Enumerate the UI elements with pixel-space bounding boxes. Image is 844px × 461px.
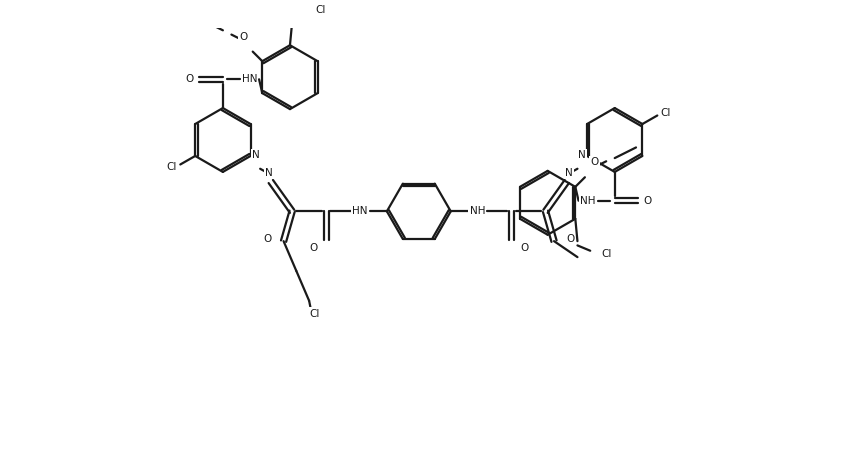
- Text: N: N: [565, 168, 573, 178]
- Text: O: O: [520, 242, 528, 253]
- Text: N: N: [252, 150, 260, 160]
- Text: O: O: [239, 32, 247, 41]
- Text: Cl: Cl: [661, 108, 671, 118]
- Text: NH: NH: [581, 195, 596, 206]
- Text: Cl: Cl: [166, 162, 177, 171]
- Text: O: O: [263, 234, 272, 244]
- Text: N: N: [265, 168, 273, 178]
- Text: Cl: Cl: [316, 5, 326, 15]
- Text: NH: NH: [469, 207, 485, 216]
- Text: O: O: [309, 242, 317, 253]
- Text: O: O: [565, 234, 574, 244]
- Text: HN: HN: [353, 207, 368, 216]
- Text: O: O: [644, 195, 652, 206]
- Text: O: O: [590, 157, 598, 167]
- Text: N: N: [578, 150, 586, 160]
- Text: Cl: Cl: [309, 308, 320, 319]
- Text: HN: HN: [241, 74, 257, 84]
- Text: Cl: Cl: [601, 249, 611, 259]
- Text: O: O: [186, 74, 194, 84]
